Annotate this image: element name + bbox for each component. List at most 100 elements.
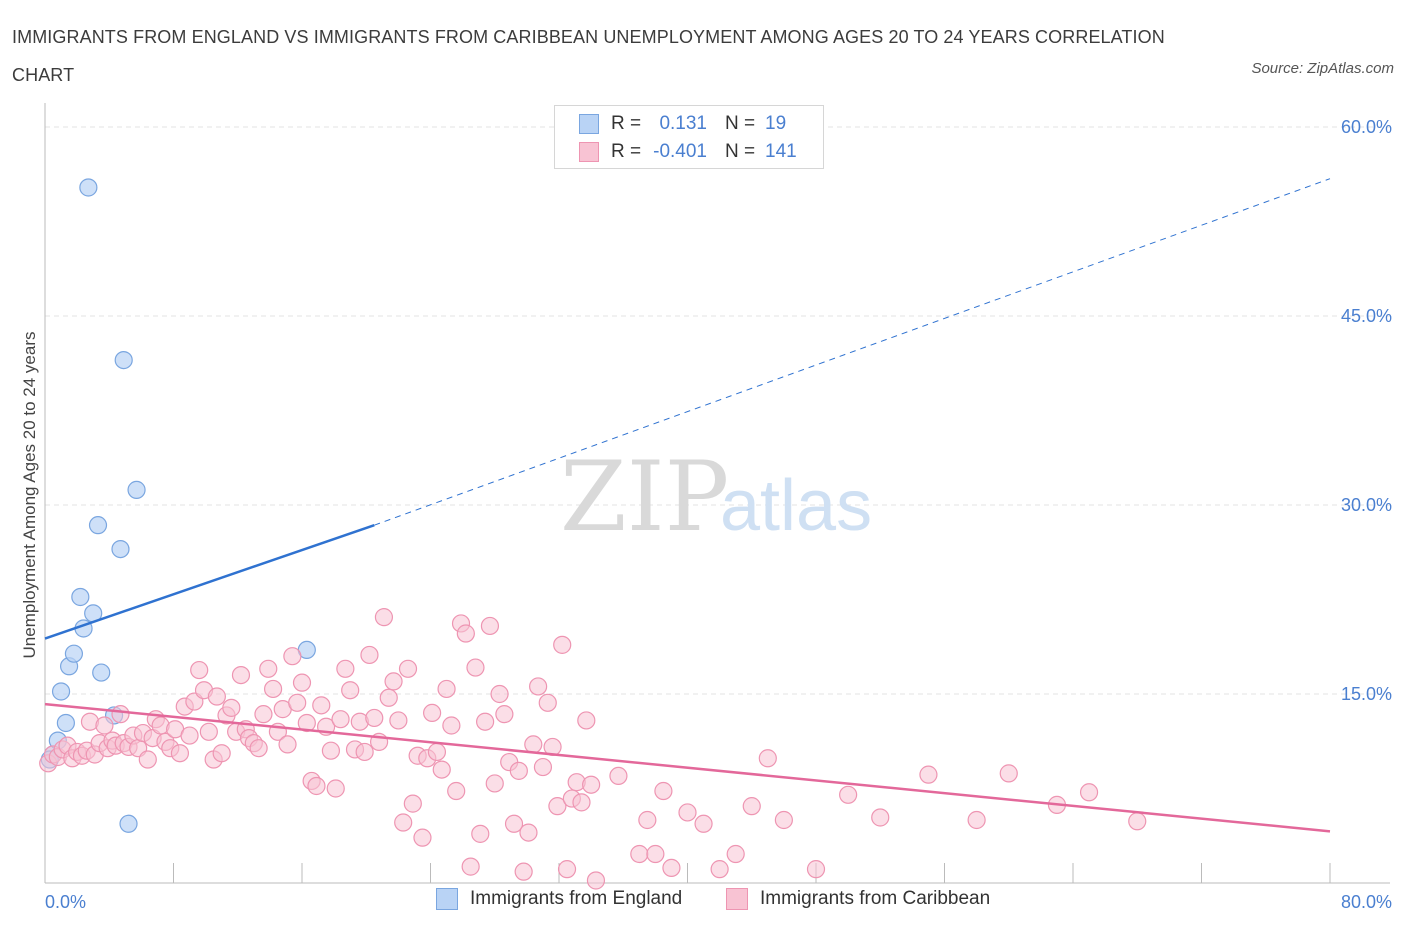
caribbean-point [533, 757, 553, 777]
caribbean-point [572, 793, 591, 812]
caribbean-point [398, 659, 418, 678]
caribbean-point [609, 766, 628, 786]
legend-item-england: Immigrants from England [436, 888, 682, 910]
caribbean-point [774, 810, 793, 830]
x-tick-label: 0.0% [45, 892, 86, 912]
caribbean-point [394, 813, 413, 832]
caribbean-point [312, 696, 331, 715]
tick-labels: 15.0% 30.0% 45.0% 60.0% 0.0% 80.0% [45, 117, 1392, 912]
caribbean-point [967, 810, 986, 830]
england-point [64, 644, 84, 663]
caribbean-point [249, 739, 268, 758]
y-tick-label: 45.0% [1341, 306, 1392, 326]
caribbean-point [871, 808, 890, 827]
caribbean-point [222, 698, 241, 717]
r-label: R = [611, 141, 642, 162]
caribbean-point [758, 749, 777, 768]
england-point [71, 587, 90, 607]
caribbean-point [480, 616, 500, 636]
legend-label-caribbean: Immigrants from Caribbean [760, 888, 991, 909]
caribbean-point [490, 684, 509, 704]
legend-row-england: R = 0.131 N = 19 [579, 111, 786, 137]
caribbean-point [190, 660, 209, 680]
caribbean-point [742, 797, 761, 816]
caribbean-point [524, 735, 543, 754]
y-tick-label: 15.0% [1341, 684, 1392, 704]
caribbean-point [278, 735, 297, 754]
caribbean-point [582, 775, 601, 794]
grid-lines [45, 126, 1390, 695]
caribbean-point [341, 681, 360, 700]
caribbean-point [111, 705, 130, 724]
caribbean-point [138, 750, 157, 769]
caribbean-point [557, 860, 577, 879]
caribbean-point [365, 708, 384, 728]
caribbean-point [710, 860, 729, 879]
legend-label-england: Immigrants from England [470, 888, 683, 909]
caribbean-point [553, 635, 572, 654]
caribbean-point [466, 658, 485, 677]
x-tick-label: 80.0% [1341, 892, 1392, 912]
caribbean-point [726, 844, 745, 864]
england-point [88, 516, 108, 535]
caribbean-point [630, 844, 649, 864]
caribbean-point [442, 716, 461, 735]
y-tick-label: 60.0% [1341, 117, 1392, 137]
caribbean-point [170, 744, 190, 763]
caribbean-point [307, 776, 326, 796]
caribbean-point [355, 742, 374, 762]
caribbean-point [548, 797, 567, 816]
caribbean-point [263, 679, 283, 699]
caribbean-point [360, 645, 379, 665]
caribbean-point [427, 742, 447, 762]
caribbean-point [374, 608, 394, 627]
caribbean-point [403, 794, 422, 813]
caribbean-point [654, 781, 673, 801]
caribbean-point [292, 673, 312, 692]
watermark-atlas: atlas [720, 466, 872, 546]
caribbean-point [384, 672, 403, 691]
caribbean-point [432, 760, 451, 779]
caribbean-point [529, 677, 548, 696]
england-trend-line [44, 523, 375, 640]
caribbean-point [662, 858, 681, 877]
england-point [51, 682, 71, 701]
caribbean-point [231, 665, 251, 685]
caribbean-point [456, 624, 475, 643]
caribbean-point [919, 765, 938, 784]
caribbean-point [471, 824, 490, 843]
caribbean-point [519, 823, 538, 842]
n-label: N = [725, 141, 756, 162]
n-value: 141 [765, 141, 797, 162]
caribbean-point [259, 659, 278, 678]
caribbean-points [39, 608, 1147, 890]
caribbean-point [461, 857, 480, 876]
caribbean-point [389, 711, 408, 730]
england-point [119, 814, 138, 833]
caribbean-trend-line [44, 702, 1331, 833]
caribbean-point [678, 803, 697, 822]
england-swatch [436, 888, 458, 910]
england-point [79, 178, 98, 197]
caribbean-point [495, 705, 514, 724]
caribbean-point [212, 744, 231, 763]
caribbean-swatch [726, 888, 748, 910]
caribbean-point [1079, 783, 1099, 802]
caribbean-point [999, 764, 1018, 783]
caribbean-point [283, 647, 302, 666]
y-tick-label: 30.0% [1341, 495, 1392, 515]
caribbean-point [504, 814, 524, 833]
england-point [111, 539, 130, 559]
caribbean-point [297, 713, 316, 733]
r-label: R = [611, 113, 642, 134]
caribbean-point [694, 814, 713, 833]
caribbean-point [199, 722, 218, 741]
caribbean-point [288, 693, 307, 712]
trend-lines [44, 178, 1331, 833]
caribbean-point [839, 785, 858, 804]
correlation-legend: R = 0.131 N = 19 R = -0.401 N = 141 [554, 105, 824, 169]
caribbean-point [509, 761, 528, 780]
source-label: Source: ZipAtlas.com [1251, 60, 1394, 77]
england-points [40, 178, 316, 833]
